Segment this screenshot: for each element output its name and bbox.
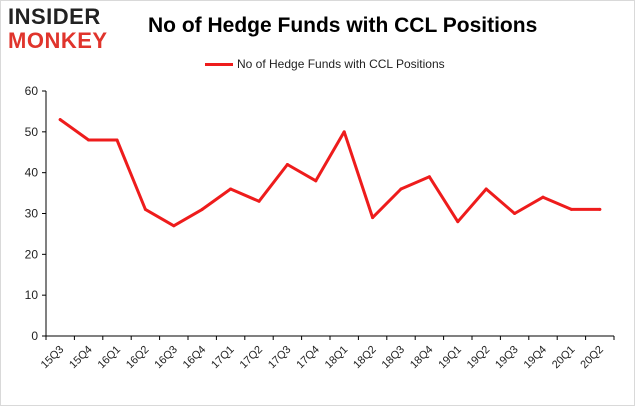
x-tick-label: 20Q1 bbox=[550, 344, 578, 372]
data-point bbox=[513, 212, 517, 215]
y-tick-label: 20 bbox=[25, 247, 39, 261]
data-point bbox=[115, 138, 119, 142]
y-tick-label: 40 bbox=[25, 166, 39, 180]
x-tick-label: 16Q2 bbox=[124, 344, 152, 372]
x-tick-label: 17Q1 bbox=[209, 344, 237, 372]
chart-legend: No of Hedge Funds with CCL Positions bbox=[205, 56, 445, 72]
data-point bbox=[229, 187, 233, 191]
data-point bbox=[342, 130, 346, 134]
data-point bbox=[569, 207, 573, 211]
data-point bbox=[541, 195, 545, 199]
insider-monkey-logo: INSIDER MONKEY bbox=[8, 4, 120, 52]
x-tick-label: 16Q1 bbox=[96, 344, 124, 372]
data-point bbox=[484, 187, 488, 191]
x-tick-label: 18Q2 bbox=[351, 344, 379, 372]
x-tick-label: 16Q4 bbox=[181, 344, 209, 372]
data-point bbox=[172, 224, 176, 228]
data-point bbox=[200, 207, 204, 211]
y-tick-label: 60 bbox=[25, 84, 39, 98]
x-tick-label: 16Q3 bbox=[152, 344, 180, 372]
y-tick-label: 30 bbox=[25, 207, 39, 221]
x-tick-label: 18Q4 bbox=[408, 344, 436, 372]
chart-title: No of Hedge Funds with CCL Positions bbox=[148, 14, 538, 37]
x-tick-label: 20Q2 bbox=[578, 344, 606, 372]
data-point bbox=[143, 207, 147, 211]
x-tick-label: 15Q3 bbox=[39, 344, 67, 372]
x-tick-label: 19Q3 bbox=[493, 344, 521, 372]
data-point bbox=[427, 175, 431, 179]
data-point bbox=[456, 220, 460, 224]
data-point bbox=[314, 179, 318, 183]
legend-swatch bbox=[205, 62, 233, 66]
x-tick-label: 18Q3 bbox=[380, 344, 408, 372]
data-point bbox=[87, 138, 91, 142]
y-tick-label: 0 bbox=[31, 329, 38, 343]
y-tick-label: 10 bbox=[25, 288, 39, 302]
x-tick-label: 17Q2 bbox=[238, 344, 266, 372]
x-tick-label: 19Q2 bbox=[465, 344, 493, 372]
data-point bbox=[399, 187, 403, 191]
x-tick-label: 17Q4 bbox=[294, 344, 322, 372]
x-tick-label: 18Q1 bbox=[323, 344, 351, 372]
x-tick-label: 17Q3 bbox=[266, 344, 294, 372]
x-tick-label: 15Q4 bbox=[67, 344, 95, 372]
y-tick-label: 50 bbox=[25, 125, 39, 139]
data-point bbox=[257, 199, 261, 203]
data-point bbox=[285, 163, 289, 166]
logo-line-1: INSIDER bbox=[8, 4, 101, 29]
logo-line-2: MONKEY bbox=[8, 28, 108, 53]
x-tick-label: 19Q4 bbox=[522, 344, 550, 372]
data-point bbox=[58, 118, 62, 122]
data-point bbox=[371, 216, 375, 220]
legend-label: No of Hedge Funds with CCL Positions bbox=[237, 57, 445, 71]
series-line bbox=[58, 118, 602, 228]
x-tick-label: 19Q1 bbox=[436, 344, 464, 372]
data-point bbox=[598, 207, 602, 211]
